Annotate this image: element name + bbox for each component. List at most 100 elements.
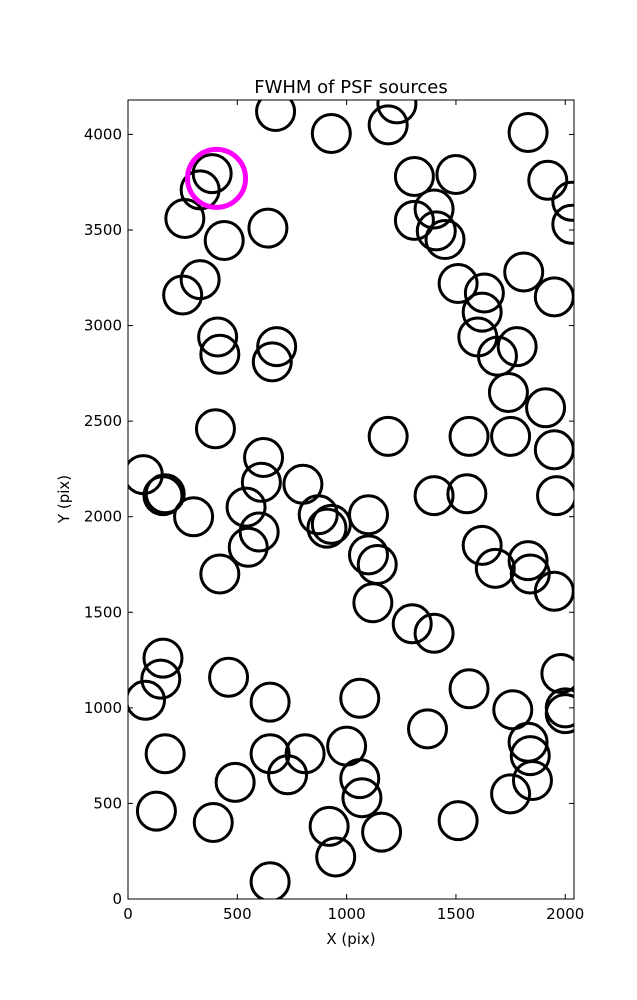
psf-source-circle xyxy=(461,524,503,566)
x-tick-label: 500 xyxy=(223,905,252,923)
psf-source-circle xyxy=(536,475,574,517)
psf-source-circle xyxy=(448,668,490,710)
psf-source-circle xyxy=(173,496,215,538)
psf-source-circle xyxy=(256,326,298,368)
psf-source-circle xyxy=(306,507,348,549)
psf-source-circle xyxy=(490,415,532,457)
psf-source-circle xyxy=(199,333,241,375)
psf-source-circle xyxy=(533,570,574,612)
psf-source-circle xyxy=(128,454,164,496)
psf-source-circle xyxy=(144,733,186,775)
psf-source-circle xyxy=(367,415,409,457)
psf-source-circle xyxy=(509,735,551,777)
psf-source-circle xyxy=(424,219,466,261)
psf-source-circle xyxy=(540,652,574,694)
psf-source-circle xyxy=(142,637,184,679)
psf-source-circle xyxy=(551,180,574,222)
y-tick-label: 3500 xyxy=(84,221,122,239)
psf-source-circle xyxy=(192,802,234,844)
psf-source-circle xyxy=(297,494,339,536)
y-tick-label: 0 xyxy=(112,890,122,908)
y-tick-label: 3000 xyxy=(84,317,122,335)
psf-source-circle xyxy=(533,276,574,318)
psf-source-circle xyxy=(356,543,398,585)
psf-source-circle xyxy=(507,111,549,153)
psf-source-circle xyxy=(282,463,324,505)
psf-source-circle xyxy=(142,475,184,517)
psf-source-circle xyxy=(284,733,326,775)
psf-source-circle xyxy=(310,112,352,154)
psf-source-circle xyxy=(413,475,455,517)
psf-source-circle xyxy=(347,494,389,536)
psf-source-circle xyxy=(551,203,574,245)
psf-source-circle xyxy=(393,155,435,197)
plot-frame xyxy=(127,99,575,900)
psf-source-circle xyxy=(179,259,221,301)
psf-source-circle xyxy=(393,199,435,241)
psf-source-circle xyxy=(339,758,381,800)
x-tick-label: 1000 xyxy=(328,905,366,923)
psf-source-circle xyxy=(225,486,267,528)
psf-source-circle xyxy=(249,681,291,723)
psf-source-circle xyxy=(249,861,291,899)
psf-source-circle xyxy=(367,104,409,146)
x-tick-label: 1500 xyxy=(437,905,475,923)
psf-source-circle xyxy=(413,612,455,654)
x-tick-label: 0 xyxy=(123,905,133,923)
psf-source-circle xyxy=(310,503,352,545)
y-tick-label: 4000 xyxy=(84,125,122,143)
psf-source-circle xyxy=(391,603,433,645)
psf-source-circle xyxy=(527,159,569,201)
highlighted-source-circle xyxy=(185,146,249,210)
psf-source-circle xyxy=(227,526,269,568)
psf-source-circle xyxy=(435,154,477,196)
psf-source-circle xyxy=(315,836,357,878)
psf-source-circle xyxy=(487,371,529,413)
psf-source-circle xyxy=(352,582,394,624)
psf-source-circle xyxy=(203,219,245,261)
psf-source-circle xyxy=(496,326,538,368)
psf-source-circle xyxy=(135,790,177,832)
psf-source-circle xyxy=(544,693,574,735)
psf-source-circle xyxy=(140,658,182,700)
psf-source-circle xyxy=(511,759,553,801)
chart-title: FWHM of PSF sources xyxy=(254,77,448,98)
psf-source-circle xyxy=(507,540,549,582)
psf-source-circle xyxy=(238,511,280,553)
psf-source-circle xyxy=(191,153,233,195)
y-tick-label: 500 xyxy=(93,794,122,812)
psf-source-circle xyxy=(448,415,490,457)
psf-source-circle xyxy=(347,534,389,576)
psf-source-circle xyxy=(437,800,479,842)
psf-source-circle xyxy=(197,316,239,358)
psf-source-circle xyxy=(251,341,293,383)
psf-source-circle xyxy=(194,408,236,450)
x-axis-label: X (pix) xyxy=(326,930,375,948)
psf-source-circle xyxy=(437,263,479,305)
psf-source-circle xyxy=(490,773,532,815)
psf-source-circle xyxy=(240,461,282,503)
y-axis-label: Y (pix) xyxy=(55,475,73,524)
psf-source-circle xyxy=(503,251,545,293)
psf-source-circle xyxy=(415,210,457,252)
x-tick-label: 2000 xyxy=(546,905,584,923)
psf-source-circle xyxy=(533,429,574,471)
psf-source-circle xyxy=(361,811,403,853)
psf-source-circle xyxy=(461,291,503,333)
psf-source-circle xyxy=(525,387,567,429)
psf-source-circle xyxy=(376,100,418,125)
axis-ticks: 0 500 1000 1500 2000 0 500 1000 1500 2000 2500 3000… xyxy=(84,100,584,923)
psf-source-circle xyxy=(164,198,206,240)
psf-source-circle xyxy=(407,708,449,750)
psf-source-circle xyxy=(255,100,297,132)
psf-source-circle xyxy=(308,805,350,847)
psf-source-circle xyxy=(214,761,256,803)
psf-source-circle xyxy=(474,547,516,589)
psf-source-circle xyxy=(463,272,505,314)
y-tick-label: 2500 xyxy=(84,412,122,430)
psf-source-circle xyxy=(199,553,241,595)
psf-source-circle xyxy=(446,473,488,515)
psf-source-circle xyxy=(413,188,455,230)
y-tick-label: 1500 xyxy=(84,603,122,621)
